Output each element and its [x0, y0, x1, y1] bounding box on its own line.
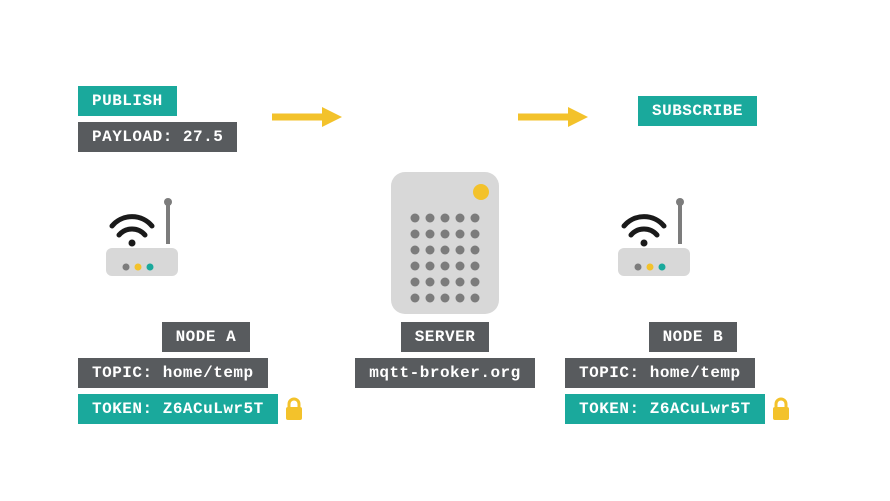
publish-badge: PUBLISH [78, 86, 177, 116]
topic-a-badge: TOPIC: home/temp [78, 358, 268, 388]
token-a-badge: TOKEN: Z6ACuLwr5T [78, 394, 278, 424]
token-b-badge: TOKEN: Z6ACuLwr5T [565, 394, 765, 424]
right-top: SUBSCRIBE [638, 96, 757, 132]
right-labels: NODE B TOPIC: home/temp TOKEN: Z6ACuLwr5… [565, 322, 791, 424]
router-a-icon [98, 190, 198, 280]
token-b-row: TOKEN: Z6ACuLwr5T [565, 394, 791, 424]
subscribe-badge: SUBSCRIBE [638, 96, 757, 126]
arrow-1-icon [272, 105, 342, 129]
payload-badge: PAYLOAD: 27.5 [78, 122, 237, 152]
host-badge: mqtt-broker.org [355, 358, 535, 388]
router-b-icon [610, 190, 710, 280]
arrow-2-icon [518, 105, 588, 129]
left-labels: NODE A TOPIC: home/temp TOKEN: Z6ACuLwr5… [78, 322, 304, 424]
topic-b-badge: TOPIC: home/temp [565, 358, 755, 388]
lock-icon [284, 397, 304, 421]
node-a-badge: NODE A [162, 322, 251, 352]
lock-icon [771, 397, 791, 421]
node-b-badge: NODE B [649, 322, 738, 352]
server-badge: SERVER [401, 322, 490, 352]
left-top: PUBLISH PAYLOAD: 27.5 [78, 86, 237, 158]
token-a-row: TOKEN: Z6ACuLwr5T [78, 394, 304, 424]
server-icon [385, 168, 505, 318]
mid-labels: SERVER mqtt-broker.org [355, 322, 535, 394]
